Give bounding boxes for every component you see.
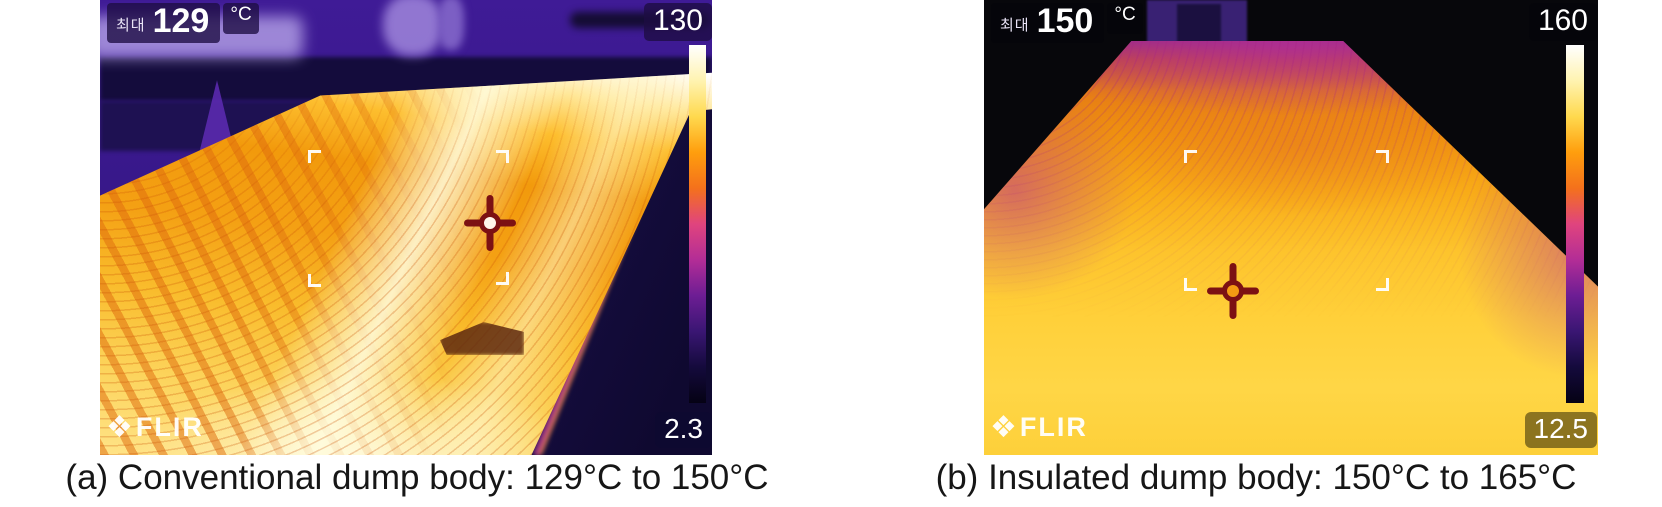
- colorbar: [1566, 45, 1584, 403]
- roi-bracket-bottom-left: [308, 274, 321, 287]
- max-label: 최대: [116, 16, 146, 34]
- flir-diamond-icon: ❖: [990, 410, 1017, 444]
- scale-max-label: 160: [1528, 3, 1597, 41]
- flir-logo-text: FLIR: [135, 412, 204, 442]
- roi-bracket-top-left: [1184, 150, 1197, 163]
- scale-min-label: 12.5: [1524, 412, 1597, 448]
- crosshair-center-dot: [1222, 280, 1244, 302]
- max-temperature-readout: 최대 129 °C: [107, 3, 259, 43]
- spot-crosshair-icon: [1207, 263, 1259, 319]
- thermal-image-b: 최대 150 °C 160 12.5 ❖ FLIR: [984, 0, 1598, 455]
- crosshair-center-dot: [479, 212, 501, 234]
- colorbar: [689, 45, 706, 403]
- subfigure-caption-a: (a) Conventional dump body: 129°C to 150…: [65, 458, 769, 497]
- scale-max-label: 130: [643, 3, 712, 41]
- thermal-image-a: 최대 129 °C 130 2.3 ❖ FLIR: [100, 0, 712, 455]
- roi-bracket-top-right: [1376, 150, 1389, 163]
- machine-silhouette: [1177, 4, 1221, 46]
- roi-bracket-bottom-left: [1184, 278, 1197, 291]
- subfigure-caption-b: (b) Insulated dump body: 150°C to 165°C: [935, 458, 1577, 497]
- roi-bracket-top-right: [496, 150, 509, 163]
- max-value: 150: [1036, 2, 1094, 40]
- roi-bracket-top-left: [308, 150, 321, 163]
- max-temperature-box: 최대 129: [107, 2, 221, 43]
- roi-bracket-bottom-right: [496, 272, 509, 285]
- spot-crosshair-icon: [464, 195, 516, 251]
- person-heat-blob: [383, 0, 443, 56]
- flir-logo-text: FLIR: [1019, 412, 1088, 442]
- flir-logo: ❖ FLIR: [990, 412, 1088, 443]
- flir-logo: ❖ FLIR: [106, 412, 204, 443]
- max-label: 최대: [1000, 16, 1030, 34]
- roi-bracket-bottom-right: [1376, 278, 1389, 291]
- max-value: 129: [152, 2, 210, 40]
- scale-min-label: 2.3: [655, 412, 712, 448]
- max-temperature-box: 최대 150: [991, 2, 1105, 43]
- temperature-unit-badge: °C: [223, 3, 259, 34]
- flir-diamond-icon: ❖: [106, 410, 133, 444]
- max-temperature-readout: 최대 150 °C: [991, 3, 1143, 43]
- person-heat-blob: [438, 0, 464, 50]
- temperature-unit-badge: °C: [1107, 3, 1143, 34]
